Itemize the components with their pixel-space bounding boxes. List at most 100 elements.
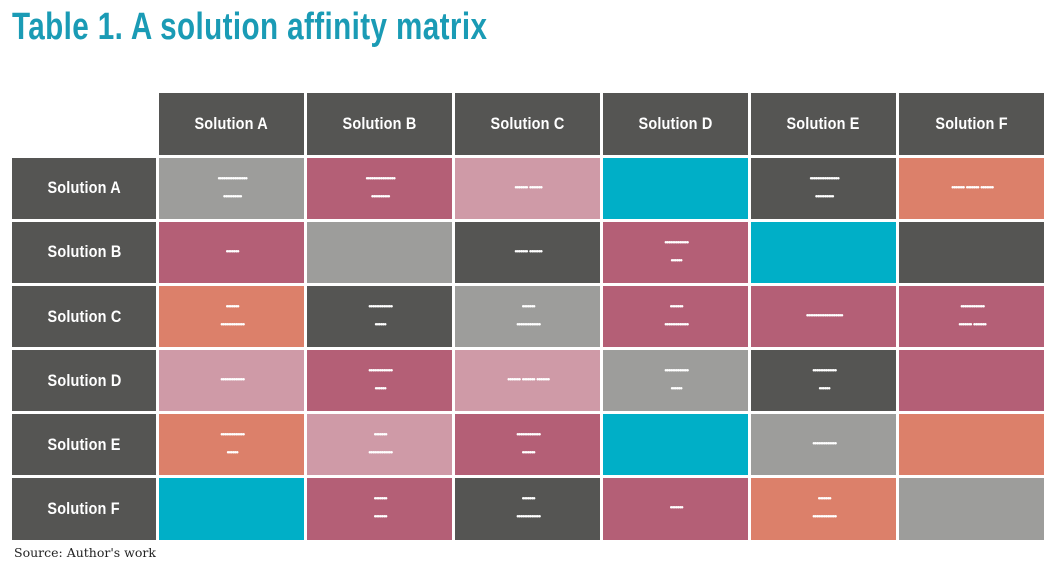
matrix-cell (307, 221, 452, 284)
cell-dot-text: •••••• (670, 256, 683, 265)
row-header: Solution F (12, 478, 156, 540)
matrix-cell: •••••••••••••••••••• (455, 285, 600, 348)
column-header: Solution C (455, 93, 600, 155)
row-header-label: Solution A (47, 178, 121, 198)
cell-dot-text: ••••••• (521, 449, 536, 458)
cell-dot-text: ••••••••••••• (663, 367, 690, 376)
cell-dot-text: ••••••••••••• (515, 431, 542, 440)
matrix-cell: •••••••••••••••••••• (603, 285, 748, 348)
matrix-cell: •••••••••••••••••••• (159, 285, 304, 348)
cell-dot-text: •••••• (374, 321, 387, 330)
matrix-cell: ••••••• (159, 221, 304, 284)
matrix-cell: ••••••• ••••••• ••••••• (455, 349, 600, 412)
column-header-label: Solution E (786, 114, 861, 133)
cell-dot-text: •••••• (818, 385, 831, 394)
cell-dot-text: •••••••••••••••• (216, 174, 248, 183)
cell-dot-text: ••••••• ••••••• (513, 247, 544, 256)
cell-dot-text: ••••••• (669, 303, 684, 312)
column-header-label: Solution A (194, 114, 269, 133)
row-header-label: Solution B (47, 242, 121, 262)
matrix-cell (899, 478, 1044, 540)
cell-dot-text: ••••••• (225, 247, 240, 256)
cell-dot-text: ••••••••••••• (219, 321, 246, 330)
matrix-cell: ••••••• ••••••• (307, 478, 452, 540)
matrix-cell (899, 413, 1044, 476)
row-header-label: Solution E (47, 434, 121, 454)
cell-dot-text: ••••••• (225, 303, 240, 312)
cell-dot-text: •••••••••••••••••••• (805, 312, 844, 321)
cell-dot-text: ••••••• (373, 431, 388, 440)
row-header-label: Solution C (47, 306, 121, 326)
column-header: Solution D (603, 93, 748, 155)
matrix-cell: ••••••••••••• (751, 413, 896, 476)
cell-dot-text: ••••••• (373, 513, 388, 522)
cell-dot-text: •••••••••• (814, 192, 835, 201)
cell-dot-text: •••••••••• (222, 192, 243, 201)
cell-dot-text: ••••••••••••• (367, 303, 394, 312)
matrix-cell: ••••••••••••• (159, 349, 304, 412)
cell-dot-text: ••••••••••••• (367, 367, 394, 376)
row-header-label: Solution D (47, 370, 121, 390)
matrix-cell: ••••••••••••• •••••• (307, 349, 452, 412)
cell-dot-text: •••••• (374, 385, 387, 394)
matrix-cell (899, 221, 1044, 284)
matrix-cell: •••••••••••••••• •••••••••• (307, 157, 452, 220)
matrix-cell: ••••••••••••• •••••• (751, 349, 896, 412)
cell-dot-text: ••••••••••••• (663, 321, 690, 330)
row-header: Solution D (12, 349, 156, 412)
row-header-label: Solution F (47, 498, 121, 518)
cell-dot-text: ••••••••••••• (811, 367, 838, 376)
matrix-cell: ••••••• ••••••• (455, 221, 600, 284)
cell-dot-text: ••••••• (521, 303, 536, 312)
cell-dot-text: ••••••••••••• (367, 449, 394, 458)
cell-dot-text: •••••••••••••••• (808, 174, 840, 183)
matrix-cell: ••••••••••••• •••••• (159, 413, 304, 476)
column-header-label: Solution B (342, 114, 417, 133)
column-header: Solution E (751, 93, 896, 155)
cell-dot-text: ••••••••••••• (515, 513, 542, 522)
cell-dot-text: ••••••• ••••••• (957, 321, 988, 330)
column-header: Solution A (159, 93, 304, 155)
matrix-cell: ••••••••••••• •••••• (603, 349, 748, 412)
cell-dot-text: ••••••••••••• (663, 238, 690, 247)
matrix-cell (603, 157, 748, 220)
source-note: Source: Author's work (14, 545, 156, 560)
table-title: Table 1. A solution affinity matrix (12, 6, 488, 48)
cell-dot-text: ••••••••••••• (811, 440, 838, 449)
matrix-cell: ••••••• ••••••• ••••••• (899, 157, 1044, 220)
cell-dot-text: ••••••• (817, 495, 832, 504)
matrix-cell: ••••••• ••••••• (455, 157, 600, 220)
column-header-label: Solution F (935, 114, 1008, 133)
matrix-cell (751, 221, 896, 284)
matrix-cell (603, 413, 748, 476)
column-header-label: Solution C (490, 114, 565, 133)
row-header: Solution C (12, 285, 156, 348)
matrix-cell: •••••••••••••••••••• (307, 413, 452, 476)
matrix-cell: ••••••••••••• •••••• (307, 285, 452, 348)
cell-dot-text: ••••••• (373, 495, 388, 504)
row-header: Solution B (12, 221, 156, 284)
cell-dot-text: •••••••••••••••• (364, 174, 396, 183)
row-header: Solution E (12, 413, 156, 476)
cell-dot-text: •••••• (670, 385, 683, 394)
cell-dot-text: ••••••• ••••••• ••••••• (506, 376, 551, 385)
matrix-cell: •••••••••••••••••••• (751, 478, 896, 540)
matrix-cell: ••••••••••••• ••••••• ••••••• (899, 285, 1044, 348)
matrix-cell: •••••••••••••••• •••••••••• (159, 157, 304, 220)
cell-dot-text: •••••••••• (370, 192, 391, 201)
column-header: Solution F (899, 93, 1044, 155)
cell-dot-text: ••••••••••••• (811, 513, 838, 522)
matrix-cell: ••••••• (603, 478, 748, 540)
matrix-cell: •••••••••••••••••••• (455, 478, 600, 540)
column-header: Solution B (307, 93, 452, 155)
cell-dot-text: ••••••• (521, 495, 536, 504)
affinity-matrix: Solution A Solution B Solution C Solution D… (12, 93, 1044, 540)
row-header: Solution A (12, 157, 156, 220)
matrix-cell: ••••••••••••• •••••• (603, 221, 748, 284)
cell-dot-text: ••••••• (669, 504, 684, 513)
matrix-cell (899, 349, 1044, 412)
matrix-cell: •••••••••••••••••••• (455, 413, 600, 476)
cell-dot-text: ••••••••••••• (219, 431, 246, 440)
cell-dot-text: ••••••••••••• (219, 376, 246, 385)
cell-dot-text: ••••••• ••••••• (513, 183, 544, 192)
